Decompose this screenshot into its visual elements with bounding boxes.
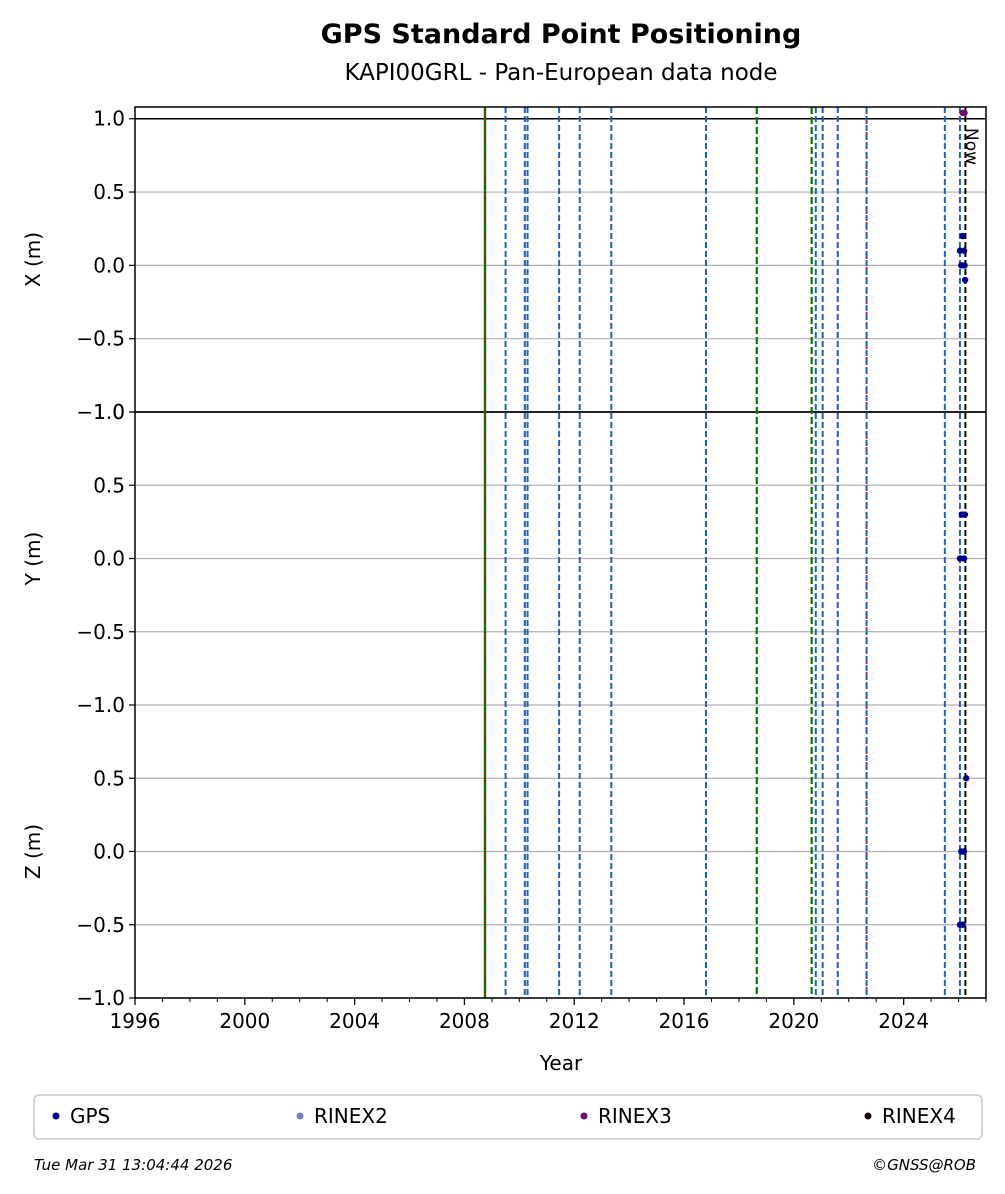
legend-entry-rinex3: RINEX3: [580, 1104, 672, 1128]
axis-ticks: −1.0 −0.5 0.0 0.5 1.0 X (m) −1.0 −0.5 0.0 0.5 1.0 Y…: [21, 107, 987, 1033]
y-tick-label: 0.5: [93, 766, 125, 790]
y-tick-label: 1.0: [93, 107, 125, 131]
x-tick-label: 1996: [110, 1009, 161, 1033]
data-point-gps: [960, 555, 968, 562]
y-axis-label-2: Y (m): [21, 532, 45, 587]
x-tick-label: 2000: [219, 1009, 270, 1033]
x-tick-label: 2012: [549, 1009, 600, 1033]
footer-copyright: ©GNSS@ROB: [872, 1156, 976, 1174]
data-point-gps: [960, 848, 968, 855]
legend-marker-rinex3: [580, 1112, 588, 1120]
x-tick-label: 2004: [329, 1009, 380, 1033]
legend-label: GPS: [70, 1104, 110, 1128]
y-axis-label-3: Z (m): [21, 824, 45, 879]
y-tick-label: 0.0: [93, 547, 125, 571]
legend-marker-rinex4: [864, 1112, 872, 1120]
y-tick-label: 1.0: [93, 400, 125, 424]
y-tick-label: −0.5: [76, 913, 125, 937]
legend-label: RINEX3: [598, 1104, 672, 1128]
grid-lines: [135, 117, 986, 999]
legend-entry-rinex2: RINEX2: [296, 1104, 388, 1128]
legend-label: RINEX2: [314, 1104, 388, 1128]
x-tick-label: 2016: [659, 1009, 710, 1033]
data-point-gps: [961, 276, 969, 284]
chart-title: GPS Standard Point Positioning: [321, 19, 802, 50]
data-point-gps: [959, 921, 966, 928]
x-tick-label: 2024: [878, 1009, 929, 1033]
y-axis-label-1: X (m): [21, 232, 45, 287]
data-points: [956, 109, 970, 928]
y-tick-label: −1.0: [76, 400, 125, 424]
data-point-gps: [961, 511, 969, 518]
legend-box: [33, 1094, 983, 1140]
y-tick-label: −0.5: [76, 327, 125, 351]
x-tick-label: 2020: [768, 1009, 819, 1033]
y-tick-label: −0.5: [76, 620, 125, 644]
legend-marker-rinex2: [296, 1112, 304, 1120]
legend-marker-gps: [52, 1112, 60, 1120]
chart-subtitle: KAPI00GRL - Pan-European data node: [344, 60, 777, 86]
y-tick-label: −1.0: [76, 986, 125, 1010]
x-axis-label: Year: [539, 1051, 583, 1075]
now-label: Now: [961, 128, 981, 165]
footer-timestamp: Tue Mar 31 13:04:44 2026: [34, 1156, 232, 1174]
data-point-gps: [961, 262, 968, 269]
legend-entry-rinex4: RINEX4: [864, 1104, 956, 1128]
y-tick-label: 0.0: [93, 840, 125, 864]
data-point-gps: [960, 247, 968, 254]
plot-frame: [134, 106, 987, 999]
plot-border: [134, 106, 987, 999]
legend-label: RINEX4: [882, 1104, 956, 1128]
legend: GPS RINEX2 RINEX3 RINEX4: [33, 1094, 983, 1140]
y-tick-label: 0.5: [93, 180, 125, 204]
legend-entry-gps: GPS: [52, 1104, 110, 1128]
data-point-gps: [959, 232, 966, 240]
x-tick-label: 2008: [439, 1009, 490, 1033]
y-tick-label: 0.5: [93, 473, 125, 497]
data-point-rinex3: [961, 109, 968, 117]
y-tick-label: −1.0: [76, 693, 125, 717]
event-lines: [483, 107, 967, 998]
y-tick-label: 0.0: [93, 253, 125, 277]
data-point-gps: [963, 775, 970, 782]
